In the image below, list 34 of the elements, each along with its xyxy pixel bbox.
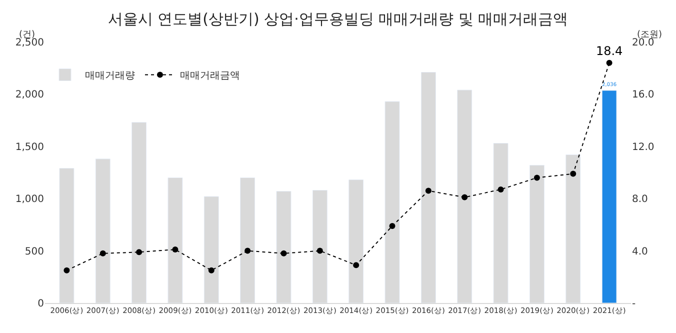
point [534,174,540,181]
y-tick-label: 0 [38,298,44,310]
legend-label: 매매거래량 [85,70,135,82]
y2-tick-label: 12.0 [632,142,654,153]
point [606,60,612,66]
point [425,188,432,194]
y-tick-label: 500 [24,246,44,258]
point [280,250,287,256]
point [498,186,504,192]
point [462,194,468,200]
point [353,262,360,268]
point [172,246,178,252]
bar [602,90,617,303]
y-tick-label: 2,000 [15,90,44,101]
chart-title: 서울시 연도별(상반기) 상업·업무용빌딩 매매거래량 및 매매거래금액 [108,10,568,28]
point [316,248,323,254]
y-tick-label: 1,000 [15,194,44,206]
point [208,267,214,274]
legend-label: 매매거래금액 [180,70,240,82]
data-label: 18.4 [596,44,623,58]
point [100,250,106,256]
point [389,223,396,230]
y-tick-label: 1,500 [15,142,44,153]
y2-tick-label: 4.0 [632,246,648,258]
point [136,249,142,256]
point [244,248,251,254]
y2-axis-title: (조원) [637,30,662,40]
point [570,170,576,177]
y2-tick-label: - [632,298,636,310]
point [64,267,70,274]
y2-tick-label: 8.0 [632,194,648,206]
y-tick-label: 2,500 [15,38,44,48]
y2-tick-label: 16.0 [632,90,654,101]
y2-tick-label: 20.0 [632,38,654,48]
